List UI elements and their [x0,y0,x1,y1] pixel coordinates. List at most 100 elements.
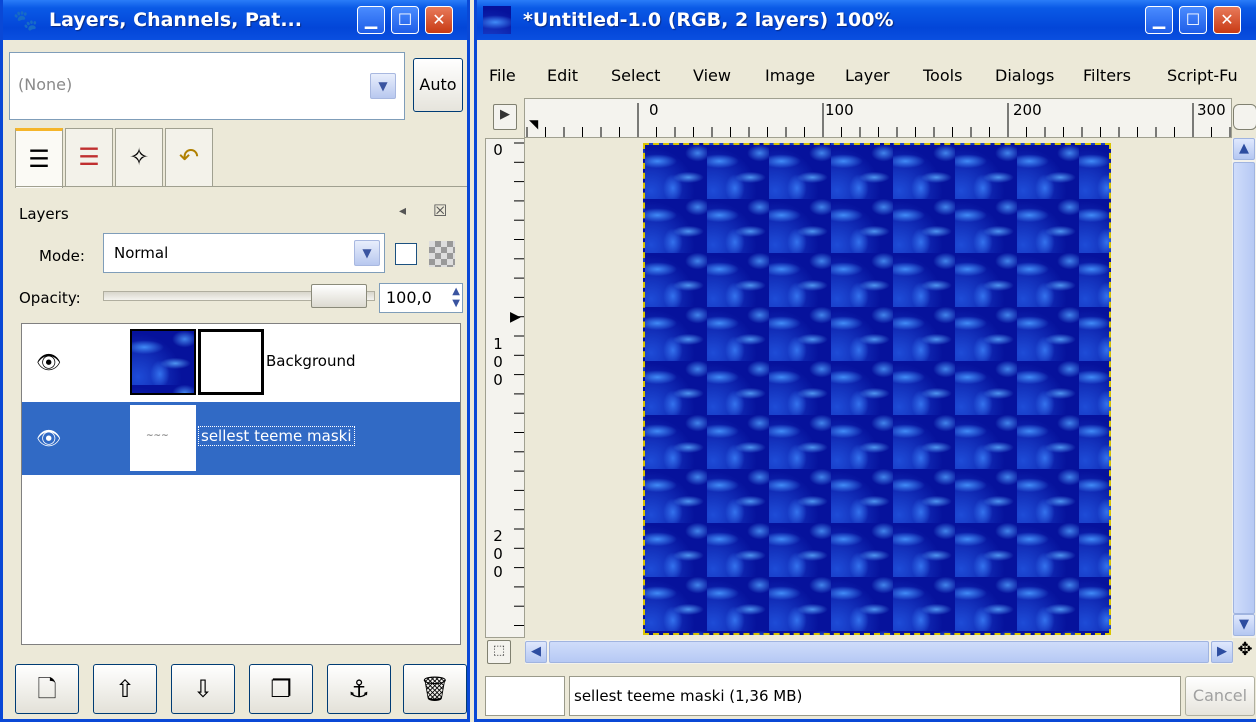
menu-image[interactable]: Image [765,66,815,85]
new-layer-button[interactable]: 🗋 [15,664,79,714]
image-titlebar[interactable]: *Untitled-1.0 (RGB, 2 layers) 100% ▁ ☐ ✕ [477,0,1256,40]
delete-layer-button[interactable]: 🗑 [403,664,467,714]
tab-paths[interactable]: ✧ [115,128,163,186]
chevron-down-icon: ▼ [1239,617,1249,632]
menu-filters[interactable]: Filters [1083,66,1131,85]
close-button[interactable]: ✕ [1213,6,1241,34]
opacity-value: 100,0 [386,288,432,307]
scroll-down-button[interactable]: ▼ [1233,614,1255,636]
horizontal-scroll-thumb[interactable] [549,641,1209,663]
ruler-label-200: 200 [1013,101,1042,119]
horizontal-ruler[interactable]: 0 100 200 300 ◥ [524,98,1232,138]
opacity-slider-handle[interactable] [311,284,367,308]
menu-script-fu[interactable]: Script-Fu [1167,66,1238,85]
close-tab-icon: ☒ [433,201,447,220]
layers-icon: ☰ [28,145,50,173]
navigate-button[interactable]: ✥ [1233,640,1256,664]
menu-view[interactable]: View [693,66,731,85]
eye-icon[interactable]: 👁 [36,426,61,450]
eye-icon[interactable]: 👁 [36,350,61,374]
layer-name[interactable]: sellest teeme maski [198,426,355,446]
vertical-scroll-thumb[interactable] [1233,162,1255,614]
layers-button-bar: 🗋 ⇧ ⇩ ❐ ⚓ 🗑 [15,664,467,716]
duplicate-layer-button[interactable]: ❐ [249,664,313,714]
menu-layer[interactable]: Layer [845,66,890,85]
status-text: sellest teeme maski (1,36 MB) [574,687,802,705]
window-title: *Untitled-1.0 (RGB, 2 layers) 100% [523,0,893,40]
raise-layer-button[interactable]: ⇧ [93,664,157,714]
ruler-pointer-icon: ▶ [510,309,521,325]
layer-mask-thumbnail[interactable] [198,329,264,395]
image-select-value: (None) [18,75,72,94]
chevron-down-icon[interactable]: ▼ [354,240,380,266]
image-menu-button[interactable]: ▶ [493,104,517,130]
image-canvas[interactable] [643,143,1111,635]
menu-tools[interactable]: Tools [923,66,962,85]
chevron-down-icon[interactable]: ▼ [370,73,396,99]
layers-list: 👁 Background 👁 ~~~ sellest teeme maski [21,323,461,645]
canvas-area[interactable] [525,138,1232,638]
opacity-label: Opacity: [19,289,81,307]
close-icon: ✕ [1220,10,1233,29]
maximize-icon: ☐ [398,10,412,29]
thumbnail-text-icon: ~~~ [146,431,169,441]
image-select-combo[interactable]: (None) ▼ [9,52,405,120]
gimp-wilber-icon: 🐾 [13,0,38,40]
paths-icon: ✧ [129,143,149,171]
panel-menu-button[interactable]: ◂ [399,203,406,219]
trash-icon: 🗑 [420,675,450,703]
ruler-label-300: 300 [1197,101,1226,119]
layers-titlebar[interactable]: 🐾 Layers, Channels, Pat... ▁ ☐ ✕ [3,0,467,40]
maximize-button[interactable]: ☐ [391,6,419,34]
ruler-label-200: 200 [490,527,505,581]
tab-undo-history[interactable]: ↶ [165,128,213,186]
opacity-spinbox[interactable]: 100,0 ▲ ▼ [379,283,463,313]
chevron-up-icon: ▲ [1239,141,1249,156]
layers-panel: Layers ◂ ☒ Mode: Normal ▼ Opacity: 100,0… [15,186,467,648]
scroll-up-button[interactable]: ▲ [1233,138,1255,160]
menu-select[interactable]: Select [611,66,660,85]
layers-dialog-window: 🐾 Layers, Channels, Pat... ▁ ☐ ✕ (None) … [0,0,470,722]
zoom-resize-button[interactable] [1233,104,1256,130]
anchor-icon: ⚓ [348,675,370,703]
channels-icon: ☰ [78,143,100,171]
window-title: Layers, Channels, Pat... [49,0,302,40]
tab-layers[interactable]: ☰ [15,128,63,188]
quick-mask-button[interactable]: ⬚ [487,640,511,664]
scroll-right-button[interactable]: ▶ [1211,641,1233,663]
minimize-button[interactable]: ▁ [1145,6,1173,34]
minimize-icon: ▁ [365,10,377,29]
layer-row-sellest-teeme-maski[interactable]: 👁 ~~~ sellest teeme maski [22,402,460,475]
horizontal-ruler-ticks [525,99,1231,137]
maximize-button[interactable]: ☐ [1179,6,1207,34]
menu-edit[interactable]: Edit [547,66,578,85]
tab-channels[interactable]: ☰ [65,128,113,186]
vertical-ruler[interactable]: 0 100 200 ▶ [485,138,525,638]
pointer-coordinates [485,676,565,716]
quick-mask-icon: ⬚ [493,643,505,658]
panel-close-button[interactable]: ☒ [433,201,447,220]
close-button[interactable]: ✕ [425,6,453,34]
layer-row-background[interactable]: 👁 Background [22,326,460,399]
anchor-layer-button[interactable]: ⚓ [327,664,391,714]
undo-history-icon: ↶ [179,143,199,171]
menu-file[interactable]: File [489,66,516,85]
auto-button[interactable]: Auto [413,58,463,112]
layer-thumbnail: ~~~ [130,405,196,471]
tab-menu-icon: ◂ [399,203,406,219]
vertical-scrollbar[interactable]: ▲ ▼ [1232,138,1256,638]
horizontal-scrollbar[interactable]: ◀ ▶ [525,640,1233,664]
status-bar: sellest teeme maski (1,36 MB) [569,676,1181,716]
ruler-label-0: 0 [490,141,505,159]
cancel-button[interactable]: Cancel [1185,676,1255,716]
spin-arrows-icon[interactable]: ▲ ▼ [452,286,460,310]
lower-layer-button[interactable]: ⇩ [171,664,235,714]
menu-bar: File Edit Select View Image Layer Tools … [477,40,1256,92]
minimize-icon: ▁ [1153,10,1165,29]
scroll-left-button[interactable]: ◀ [525,641,547,663]
layer-name: Background [266,352,356,370]
menu-dialogs[interactable]: Dialogs [995,66,1054,85]
minimize-button[interactable]: ▁ [357,6,385,34]
mode-select[interactable]: Normal ▼ [103,233,385,273]
keep-transparency-checkbox[interactable] [395,243,417,265]
